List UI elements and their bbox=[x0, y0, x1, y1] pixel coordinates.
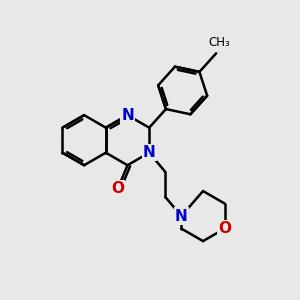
Text: CH₃: CH₃ bbox=[208, 36, 230, 49]
Text: N: N bbox=[143, 145, 156, 160]
Text: O: O bbox=[111, 182, 124, 196]
Text: N: N bbox=[175, 208, 188, 224]
Text: O: O bbox=[218, 221, 231, 236]
Text: N: N bbox=[121, 108, 134, 123]
